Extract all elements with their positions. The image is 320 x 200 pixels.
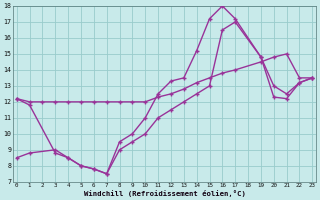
X-axis label: Windchill (Refroidissement éolien,°C): Windchill (Refroidissement éolien,°C)	[84, 190, 245, 197]
